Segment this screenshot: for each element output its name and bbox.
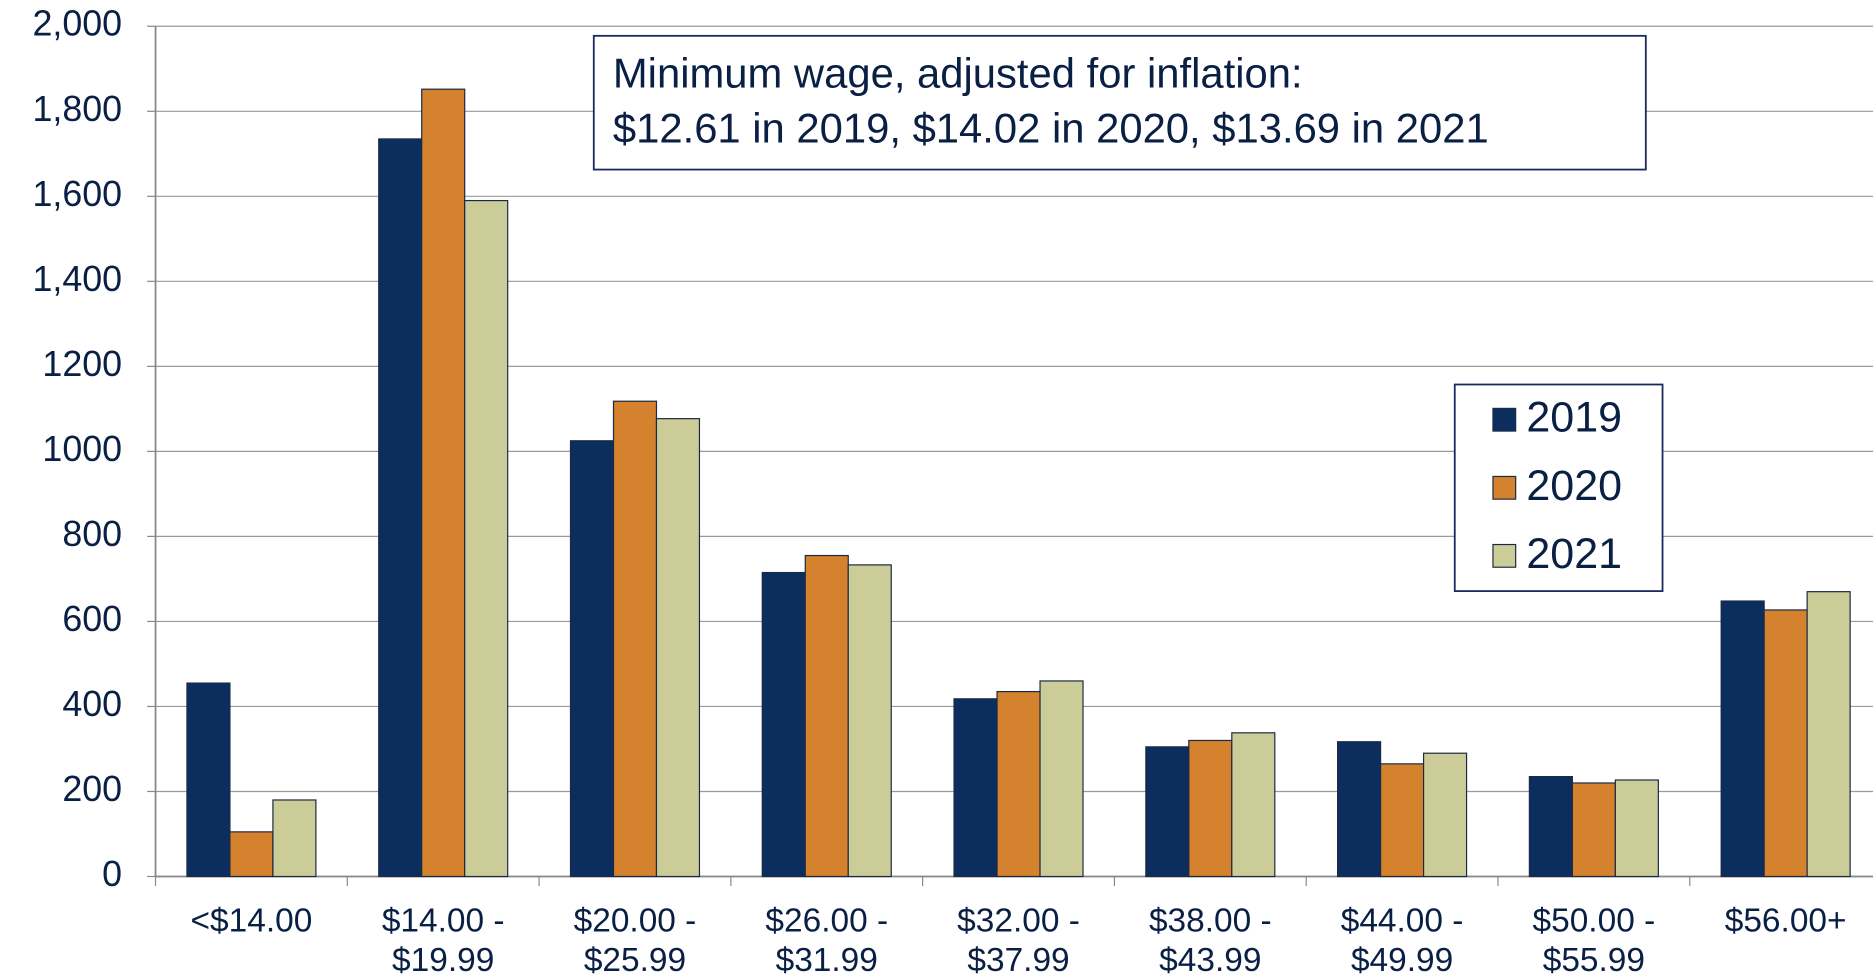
- y-tick-label: 1,600: [32, 174, 122, 214]
- x-tick-label-box: $20.00 - $25.99: [573, 901, 697, 978]
- bar: [953, 698, 998, 878]
- bar: [229, 831, 274, 878]
- y-tick-label: 2,000: [32, 4, 122, 44]
- bar: [464, 199, 509, 878]
- bar: [1337, 741, 1382, 878]
- x-tick-label-box: $32.00 - $37.99: [957, 901, 1080, 978]
- bar: [1422, 752, 1468, 878]
- bar: [272, 799, 317, 878]
- legend-label: 2019: [1526, 394, 1622, 442]
- x-tick-label-box: $44.00 - $49.99: [1340, 901, 1464, 978]
- x-tick-label: <$14.00: [190, 901, 313, 939]
- y-tick-label: 1,800: [32, 89, 122, 129]
- legend-swatch: [1492, 543, 1517, 568]
- bar: [996, 690, 1041, 878]
- bar: [1720, 600, 1765, 878]
- legend-label: 2020: [1526, 462, 1622, 510]
- bar: [186, 682, 231, 878]
- legend-label: 2021: [1526, 530, 1622, 578]
- bar: [655, 418, 701, 878]
- y-tick-label: 800: [62, 514, 122, 554]
- y-tick-label: 200: [62, 769, 122, 809]
- y-tick-label: 1000: [42, 429, 122, 469]
- y-tick-label: 600: [62, 599, 122, 639]
- bar: [421, 88, 466, 878]
- y-tick-label: 1200: [42, 344, 122, 384]
- x-tick-label: $44.00 - $49.99: [1340, 901, 1464, 978]
- bar: [761, 571, 806, 878]
- bar: [1528, 775, 1573, 878]
- bar: [847, 564, 892, 878]
- bar: [378, 138, 423, 878]
- x-tick-label-box: $14.00 - $19.99: [381, 901, 505, 978]
- x-tick-label: $32.00 - $37.99: [957, 901, 1080, 978]
- x-tick-label: $56.00+: [1724, 901, 1847, 939]
- bar: [1039, 680, 1084, 878]
- legend-swatch: [1492, 475, 1517, 500]
- bar: [1231, 732, 1276, 878]
- x-tick-label-box: $38.00 - $43.99: [1148, 901, 1272, 978]
- x-tick-label: $26.00 - $31.99: [765, 901, 889, 978]
- x-tick-label: $14.00 - $19.99: [381, 901, 505, 978]
- x-tick-label-box: $26.00 - $31.99: [765, 901, 889, 978]
- y-tick-label: 0: [102, 854, 122, 894]
- x-tick-label: $20.00 - $25.99: [573, 901, 697, 978]
- annotation-box: [592, 34, 1647, 171]
- x-tick-label-box: <$14.00: [190, 901, 313, 939]
- annotation-text: Minimum wage, adjusted for inflation:: [613, 49, 1303, 96]
- bar: [1571, 782, 1616, 878]
- bar: [1614, 779, 1659, 878]
- x-tick-label-box: $50.00 - $55.99: [1532, 901, 1656, 978]
- bar: [1188, 739, 1233, 878]
- bar: [569, 440, 615, 878]
- x-tick-label: $38.00 - $43.99: [1148, 901, 1272, 978]
- legend-box: [1453, 383, 1664, 592]
- bar: [1145, 746, 1190, 878]
- annotation-text: $12.61 in 2019, $14.02 in 2020, $13.69 i…: [613, 104, 1489, 151]
- bar: [1763, 609, 1808, 878]
- x-tick-label-box: $56.00+: [1724, 901, 1847, 939]
- y-tick-label: 1,400: [32, 259, 122, 299]
- legend-swatch: [1492, 407, 1517, 432]
- y-tick-label: 400: [62, 684, 122, 724]
- bar: [612, 400, 658, 878]
- bar: [1806, 591, 1851, 878]
- bar: [1380, 763, 1425, 878]
- x-tick-label: $50.00 - $55.99: [1532, 901, 1656, 978]
- bar: [804, 554, 849, 878]
